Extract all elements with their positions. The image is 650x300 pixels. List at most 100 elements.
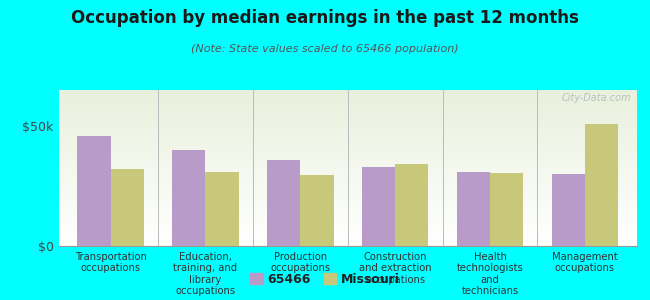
Bar	[58, 95, 637, 96]
Bar	[58, 209, 637, 210]
Bar	[58, 179, 637, 180]
Bar	[172, 150, 205, 246]
Bar	[58, 150, 637, 151]
Bar	[58, 137, 637, 138]
Bar	[58, 92, 637, 93]
Bar	[58, 243, 637, 244]
Bar	[58, 180, 637, 181]
Bar	[58, 140, 637, 141]
Bar	[58, 147, 637, 148]
Bar	[58, 162, 637, 163]
Bar	[58, 116, 637, 117]
Bar	[58, 214, 637, 215]
Bar	[58, 139, 637, 140]
Bar	[552, 174, 585, 246]
Bar	[58, 175, 637, 176]
Bar	[58, 238, 637, 239]
Bar	[58, 190, 637, 191]
Text: City-Data.com: City-Data.com	[562, 93, 631, 103]
Bar	[58, 188, 637, 189]
Bar	[58, 99, 637, 100]
Bar	[58, 144, 637, 145]
Bar	[58, 245, 637, 246]
Legend: 65466, Missouri: 65466, Missouri	[245, 268, 405, 291]
Bar	[58, 98, 637, 99]
Bar	[58, 136, 637, 137]
Bar	[58, 223, 637, 224]
Bar	[58, 129, 637, 130]
Bar	[58, 207, 637, 208]
Bar	[58, 146, 637, 147]
Text: (Note: State values scaled to 65466 population): (Note: State values scaled to 65466 popu…	[191, 44, 459, 53]
Bar	[58, 97, 637, 98]
Bar	[58, 126, 637, 127]
Bar	[58, 192, 637, 193]
Bar	[58, 165, 637, 166]
Bar	[58, 199, 637, 200]
Bar	[58, 121, 637, 122]
Bar	[58, 168, 637, 169]
Bar	[58, 195, 637, 196]
Bar	[58, 112, 637, 113]
Bar	[457, 172, 490, 246]
Bar	[58, 181, 637, 182]
Bar	[58, 196, 637, 197]
Bar	[58, 237, 637, 238]
Bar	[58, 149, 637, 150]
Bar	[58, 105, 637, 106]
Bar	[58, 130, 637, 131]
Bar	[58, 167, 637, 168]
Bar	[58, 125, 637, 126]
Bar	[58, 96, 637, 97]
Bar	[58, 231, 637, 232]
Bar	[58, 213, 637, 214]
Bar	[58, 233, 637, 234]
Bar	[58, 218, 637, 219]
Bar	[58, 101, 637, 102]
Bar	[58, 204, 637, 205]
Bar	[58, 110, 637, 111]
Bar	[58, 93, 637, 94]
Bar	[362, 167, 395, 246]
Bar	[58, 120, 637, 121]
Bar	[58, 164, 637, 165]
Bar	[58, 155, 637, 156]
Bar	[58, 228, 637, 229]
Bar	[585, 124, 618, 246]
Bar	[58, 208, 637, 209]
Bar	[267, 160, 300, 246]
Bar	[58, 240, 637, 241]
Bar	[58, 142, 637, 143]
Bar	[58, 185, 637, 186]
Bar	[58, 236, 637, 237]
Bar	[58, 217, 637, 218]
Bar	[58, 212, 637, 213]
Bar	[58, 191, 637, 192]
Bar	[58, 205, 637, 206]
Bar	[58, 170, 637, 171]
Bar	[58, 143, 637, 144]
Bar	[58, 220, 637, 221]
Bar	[58, 127, 637, 128]
Bar	[58, 169, 637, 170]
Bar	[58, 201, 637, 202]
Bar	[58, 222, 637, 223]
Bar	[58, 103, 637, 104]
Bar	[58, 225, 637, 226]
Bar	[58, 219, 637, 220]
Bar	[58, 215, 637, 216]
Bar	[58, 229, 637, 230]
Bar	[58, 113, 637, 114]
Bar	[58, 109, 637, 110]
Bar	[58, 100, 637, 101]
Bar	[58, 177, 637, 178]
Bar	[58, 145, 637, 146]
Bar	[58, 122, 637, 123]
Bar	[58, 141, 637, 142]
Bar	[58, 172, 637, 173]
Bar	[58, 226, 637, 227]
Bar	[58, 154, 637, 155]
Bar	[58, 118, 637, 119]
Bar	[58, 176, 637, 177]
Bar	[58, 232, 637, 233]
